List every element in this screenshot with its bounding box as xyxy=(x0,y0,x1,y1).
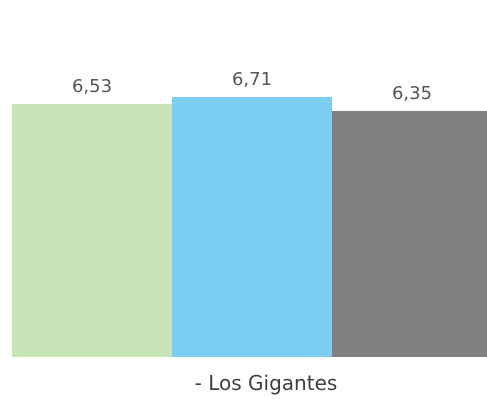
data-label-2: 6,71 xyxy=(232,69,272,90)
data-labels-group: 6,53 6,71 6,35 xyxy=(72,69,432,104)
category-label: - Los Gigantes xyxy=(195,371,338,395)
bar-2 xyxy=(172,97,332,357)
bar-1 xyxy=(12,103,172,357)
data-label-3: 6,35 xyxy=(392,83,432,104)
bar-3 xyxy=(332,110,487,357)
data-label-1: 6,53 xyxy=(72,76,112,97)
bars-group xyxy=(12,97,487,357)
